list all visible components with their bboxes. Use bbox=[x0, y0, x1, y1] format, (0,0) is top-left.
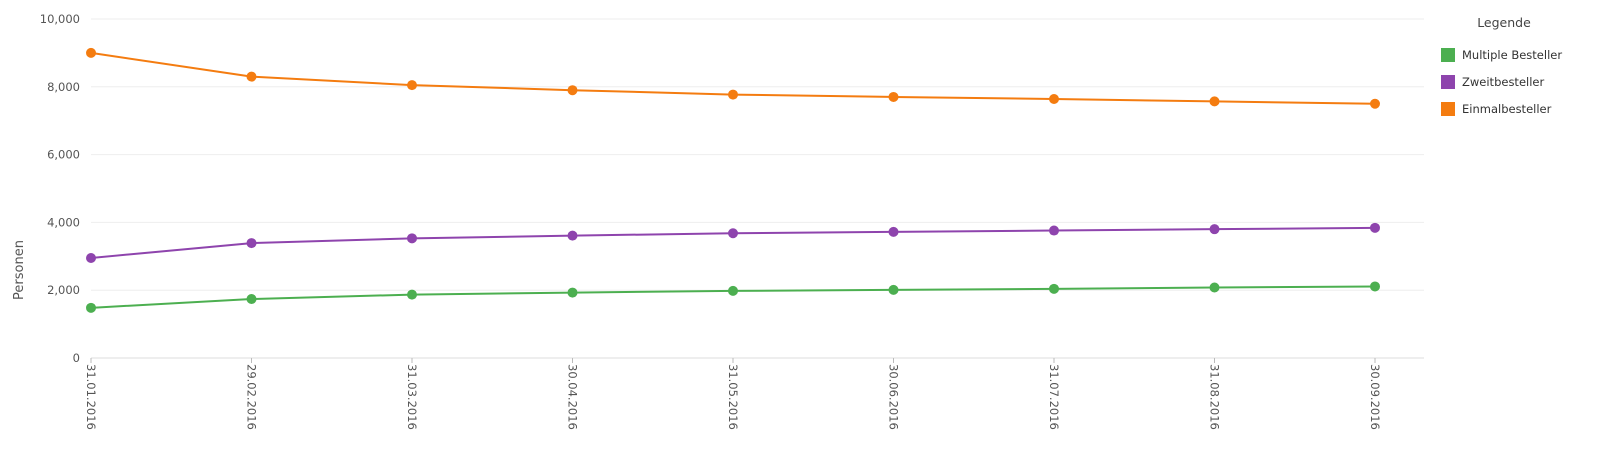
data-point[interactable] bbox=[728, 285, 738, 296]
x-tick-label: 31.05.2016 bbox=[726, 364, 740, 430]
data-point[interactable] bbox=[1049, 283, 1059, 294]
data-point[interactable] bbox=[728, 89, 738, 100]
data-point[interactable] bbox=[86, 302, 96, 313]
series-lines bbox=[86, 47, 1380, 313]
data-point[interactable] bbox=[1049, 225, 1059, 236]
legend-label: Multiple Besteller bbox=[1462, 48, 1562, 62]
data-point[interactable] bbox=[1209, 224, 1220, 235]
data-point[interactable] bbox=[407, 289, 417, 300]
x-tick-label: 31.07.2016 bbox=[1047, 364, 1061, 430]
data-point[interactable] bbox=[246, 71, 257, 82]
x-tick-label: 30.06.2016 bbox=[887, 364, 901, 430]
data-point[interactable] bbox=[407, 233, 417, 244]
y-tick-label: 2,000 bbox=[47, 283, 80, 297]
data-point[interactable] bbox=[888, 284, 899, 295]
legend-swatch bbox=[1441, 102, 1455, 116]
x-tick-label: 31.08.2016 bbox=[1208, 364, 1222, 430]
data-point[interactable] bbox=[1209, 282, 1220, 293]
data-point[interactable] bbox=[567, 85, 578, 96]
grid-lines bbox=[91, 18, 1424, 359]
y-tick-label: 6,000 bbox=[47, 148, 80, 162]
series-einmalbesteller bbox=[86, 47, 1380, 109]
data-point[interactable] bbox=[888, 226, 899, 237]
legend-swatch bbox=[1441, 48, 1455, 62]
y-axis-title: Personen bbox=[12, 240, 27, 300]
x-tick-label: 30.09.2016 bbox=[1368, 364, 1382, 430]
x-tick-label: 31.01.2016 bbox=[84, 364, 98, 430]
x-tick-label: 29.02.2016 bbox=[245, 364, 259, 430]
series-zweitbesteller bbox=[86, 222, 1380, 263]
data-point[interactable] bbox=[567, 287, 578, 298]
legend-title: Legende bbox=[1477, 15, 1531, 30]
legend: Legende Multiple Besteller Zweitbesteller… bbox=[1441, 15, 1562, 116]
data-point[interactable] bbox=[86, 47, 96, 58]
x-tick-label: 30.04.2016 bbox=[566, 364, 580, 430]
legend-item[interactable]: Einmalbesteller bbox=[1441, 102, 1552, 116]
legend-item[interactable]: Zweitbesteller bbox=[1441, 75, 1544, 89]
legend-item[interactable]: Multiple Besteller bbox=[1441, 48, 1562, 62]
y-tick-label: 10,000 bbox=[40, 12, 80, 26]
y-tick-label: 4,000 bbox=[47, 215, 80, 229]
legend-label: Einmalbesteller bbox=[1462, 102, 1552, 116]
data-point[interactable] bbox=[1370, 98, 1380, 109]
data-point[interactable] bbox=[86, 252, 96, 263]
data-point[interactable] bbox=[1049, 94, 1059, 105]
y-axis: 0 2,000 4,000 6,000 8,000 10,000 bbox=[40, 12, 80, 365]
data-point[interactable] bbox=[407, 80, 417, 91]
data-point[interactable] bbox=[1209, 96, 1220, 107]
legend-swatch bbox=[1441, 75, 1455, 89]
legend-label: Zweitbesteller bbox=[1462, 75, 1544, 89]
x-tick-label: 31.03.2016 bbox=[405, 364, 419, 430]
data-point[interactable] bbox=[1370, 281, 1380, 292]
series-multiple-besteller bbox=[86, 281, 1380, 313]
x-axis: 31.01.2016 29.02.2016 31.03.2016 30.04.2016… bbox=[84, 358, 1382, 430]
y-tick-label: 8,000 bbox=[47, 80, 80, 94]
data-point[interactable] bbox=[1370, 222, 1380, 233]
data-point[interactable] bbox=[246, 294, 257, 305]
data-point[interactable] bbox=[567, 230, 578, 241]
data-point[interactable] bbox=[246, 238, 257, 249]
data-point[interactable] bbox=[728, 228, 738, 239]
data-point[interactable] bbox=[888, 91, 899, 102]
y-tick-label: 0 bbox=[73, 351, 80, 365]
